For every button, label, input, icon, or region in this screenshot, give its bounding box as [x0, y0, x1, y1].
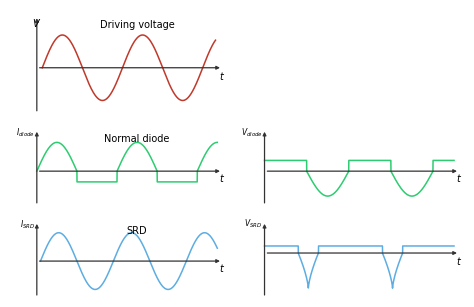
Text: t: t	[456, 257, 460, 267]
Text: $V_{SRD}$: $V_{SRD}$	[245, 218, 263, 231]
Text: $V_{diode}$: $V_{diode}$	[241, 126, 263, 139]
Text: V: V	[33, 19, 39, 29]
Text: t: t	[219, 174, 223, 184]
Text: Driving voltage: Driving voltage	[100, 20, 174, 30]
Text: $I_{diode}$: $I_{diode}$	[16, 126, 35, 139]
Text: SRD: SRD	[127, 226, 147, 236]
Text: t: t	[456, 174, 460, 184]
Text: $I_{SRD}$: $I_{SRD}$	[20, 218, 35, 231]
Text: t: t	[219, 264, 223, 274]
Text: Normal diode: Normal diode	[104, 134, 170, 144]
Text: t: t	[219, 72, 223, 82]
